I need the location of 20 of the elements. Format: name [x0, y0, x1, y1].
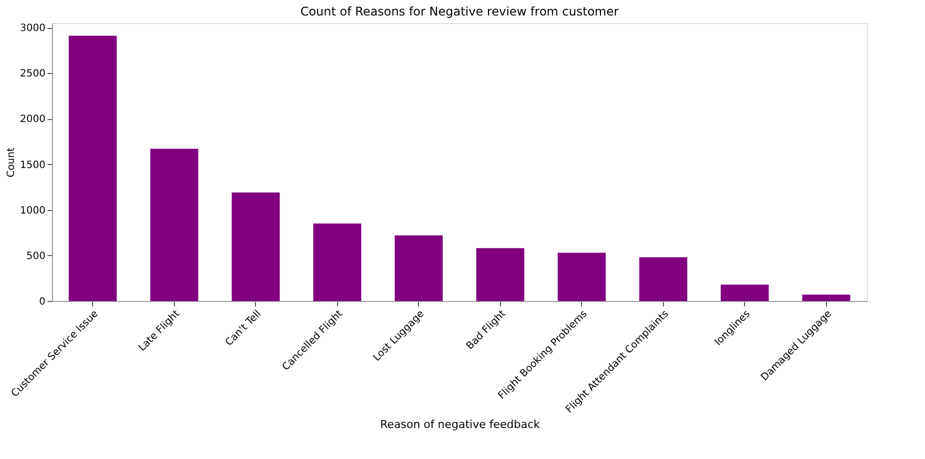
- y-tick-label: 1500: [20, 160, 46, 171]
- bar: [68, 36, 117, 301]
- bar: [232, 192, 280, 301]
- bar: [476, 248, 524, 301]
- y-tick-label: 0: [39, 296, 46, 308]
- bar: [639, 257, 688, 301]
- bar: [802, 294, 850, 301]
- x-axis-title: Reason of negative feedback: [380, 418, 541, 431]
- y-tick-label: 2000: [20, 114, 46, 126]
- y-tick-label: 3000: [20, 23, 46, 34]
- y-tick-label: 2500: [20, 68, 46, 80]
- bar: [558, 252, 606, 301]
- y-axis-title: Count: [6, 148, 18, 178]
- y-tick-label: 1000: [20, 205, 46, 216]
- bar: [150, 148, 198, 301]
- bar: [720, 284, 769, 301]
- bar: [313, 224, 362, 301]
- chart-title: Count of Reasons for Negative review from customer: [300, 4, 619, 19]
- y-tick-label: 500: [26, 250, 46, 262]
- bar: [394, 235, 443, 301]
